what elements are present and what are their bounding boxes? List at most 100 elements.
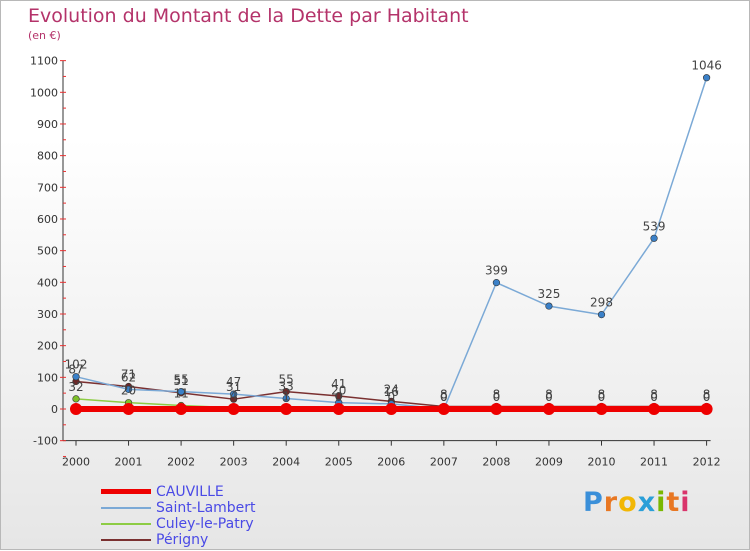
data-label: 0 xyxy=(703,390,711,404)
y-tick-label: 1100 xyxy=(30,55,58,68)
data-label: 31 xyxy=(226,380,241,394)
data-label: 24 xyxy=(384,382,399,396)
legend-item-saint-lambert: Saint-Lambert xyxy=(101,500,321,516)
data-label: 0 xyxy=(440,390,448,404)
x-tick-label: 2006 xyxy=(377,456,405,469)
logo-letter: t xyxy=(666,487,681,518)
data-point xyxy=(72,395,80,403)
proxiti-logo: Proxiti xyxy=(583,487,691,518)
data-label: 11 xyxy=(173,387,188,401)
data-label: 399 xyxy=(485,264,508,278)
data-label: 32 xyxy=(68,380,83,394)
series-line-saint-lambert xyxy=(75,77,708,410)
data-label: 8 xyxy=(703,387,711,401)
logo-letter: i xyxy=(680,487,691,518)
data-point xyxy=(332,403,345,415)
data-label: 0 xyxy=(650,390,658,404)
data-point xyxy=(385,403,398,415)
x-tick-label: 2008 xyxy=(482,456,510,469)
x-tick-label: 2007 xyxy=(430,456,458,469)
y-tick-label: 0 xyxy=(51,403,58,416)
x-tick-label: 2009 xyxy=(535,456,563,469)
data-label: 0 xyxy=(387,390,395,404)
data-point xyxy=(72,373,80,381)
legend-swatch-culey-le-patry xyxy=(101,523,151,525)
data-label: 16 xyxy=(384,385,399,399)
data-label: 71 xyxy=(121,368,136,382)
data-label: 102 xyxy=(65,358,88,372)
y-tick-label: 900 xyxy=(37,118,58,131)
data-point xyxy=(648,403,661,415)
data-point xyxy=(490,403,503,415)
data-point xyxy=(545,302,553,310)
data-point xyxy=(542,403,555,415)
data-label: 0 xyxy=(545,390,553,404)
data-point xyxy=(230,390,238,398)
data-point xyxy=(437,403,450,415)
data-point xyxy=(122,403,135,415)
logo-letter: o xyxy=(618,487,638,518)
logo-letter: P xyxy=(583,487,604,518)
data-label: 8 xyxy=(440,387,448,401)
legend: CAUVILLE Saint-Lambert Culey-le-Patry Pé… xyxy=(101,484,321,548)
data-label: 33 xyxy=(279,380,294,394)
data-point xyxy=(700,403,713,415)
y-tick-label: 1000 xyxy=(30,86,58,99)
logo-letter: x xyxy=(637,487,657,518)
data-point xyxy=(650,234,658,242)
legend-swatch-perigny xyxy=(101,539,151,541)
y-tick-label: 400 xyxy=(37,276,58,289)
x-tick-label: 2000 xyxy=(62,456,90,469)
legend-label-saint-lambert: Saint-Lambert xyxy=(156,500,256,516)
legend-item-cauville: CAUVILLE xyxy=(101,484,321,500)
x-tick-label: 2001 xyxy=(115,456,143,469)
legend-swatch-saint-lambert xyxy=(101,507,151,509)
data-point xyxy=(280,403,293,415)
data-label: 8 xyxy=(650,387,658,401)
data-point xyxy=(282,387,290,396)
x-tick-label: 2004 xyxy=(272,456,300,469)
y-tick-label: 500 xyxy=(37,245,58,258)
y-tick-label: 100 xyxy=(37,371,58,384)
x-tick-label: 2003 xyxy=(220,456,248,469)
data-label: 539 xyxy=(643,219,666,233)
data-point xyxy=(177,387,185,396)
data-label: 55 xyxy=(279,373,294,387)
data-label: 1 xyxy=(282,390,290,404)
data-point xyxy=(282,394,290,403)
data-label: 20 xyxy=(331,384,346,398)
data-point xyxy=(595,403,608,415)
data-point xyxy=(597,311,606,319)
legend-item-perigny: Périgny xyxy=(101,532,321,548)
logo-letter: r xyxy=(603,487,619,518)
data-label: 4 xyxy=(230,389,238,403)
data-label: 55 xyxy=(173,373,188,387)
data-point xyxy=(124,385,133,393)
data-label: 298 xyxy=(590,296,613,310)
data-label: 1046 xyxy=(691,59,722,73)
data-label: 8 xyxy=(598,387,606,401)
data-label: 41 xyxy=(331,377,346,391)
y-tick-label: -100 xyxy=(33,435,58,448)
chart-title: Evolution du Montant de la Dette par Hab… xyxy=(28,5,469,27)
data-point xyxy=(492,279,501,287)
data-label: 0 xyxy=(598,390,606,404)
data-label: 0 xyxy=(335,390,343,404)
data-label: 87 xyxy=(68,362,83,376)
chart-unit-label: (en €) xyxy=(28,29,61,42)
y-tick-label: 800 xyxy=(37,150,58,163)
data-label: 0 xyxy=(440,390,448,404)
data-label: 0 xyxy=(493,390,501,404)
x-tick-label: 2011 xyxy=(640,456,668,469)
data-point xyxy=(70,403,82,415)
data-label: 62 xyxy=(121,370,136,384)
data-point xyxy=(702,74,711,82)
data-label: 47 xyxy=(226,375,241,389)
y-tick-label: 300 xyxy=(37,308,58,321)
data-point xyxy=(227,403,240,415)
data-label: 325 xyxy=(537,287,560,301)
data-label: 8 xyxy=(545,387,553,401)
data-point xyxy=(175,403,188,415)
